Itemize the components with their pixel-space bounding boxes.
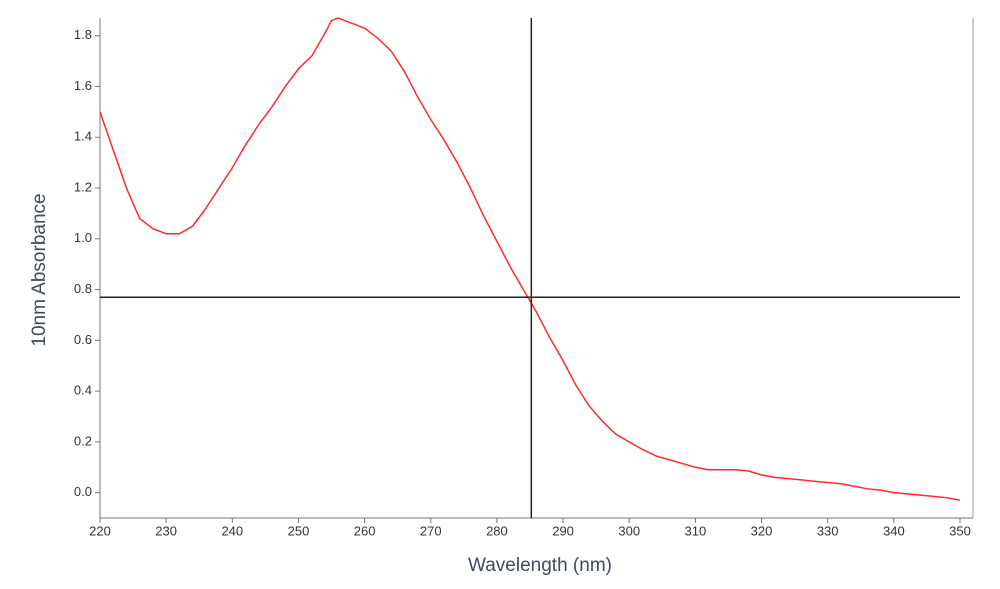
y-tick-label: 1.2 (74, 179, 92, 194)
y-tick-label: 0.8 (74, 281, 92, 296)
x-tick-label: 230 (155, 523, 177, 538)
x-tick-label: 260 (354, 523, 376, 538)
y-tick-label: 0.4 (74, 383, 92, 398)
y-tick-label: 1.4 (74, 129, 92, 144)
x-tick-label: 270 (420, 523, 442, 538)
x-tick-label: 340 (883, 523, 905, 538)
x-tick-label: 320 (751, 523, 773, 538)
x-tick-label: 330 (817, 523, 839, 538)
x-tick-label: 310 (685, 523, 707, 538)
x-axis-title: Wavelength (nm) (468, 555, 612, 576)
x-tick-label: 290 (552, 523, 574, 538)
y-axis-title: 10nm Absorbance (29, 193, 50, 346)
x-tick-label: 350 (949, 523, 971, 538)
y-tick-label: 0.2 (74, 433, 92, 448)
x-tick-label: 250 (288, 523, 310, 538)
x-tick-label: 300 (618, 523, 640, 538)
y-tick-label: 1.6 (74, 78, 92, 93)
x-tick-label: 240 (221, 523, 243, 538)
y-tick-label: 0.6 (74, 332, 92, 347)
y-tick-label: 0.0 (74, 484, 92, 499)
y-tick-label: 1.0 (74, 230, 92, 245)
x-tick-label: 220 (89, 523, 111, 538)
spectrum-line (99, 17, 961, 501)
x-tick-label: 280 (486, 523, 508, 538)
y-tick-label: 1.8 (74, 27, 92, 42)
